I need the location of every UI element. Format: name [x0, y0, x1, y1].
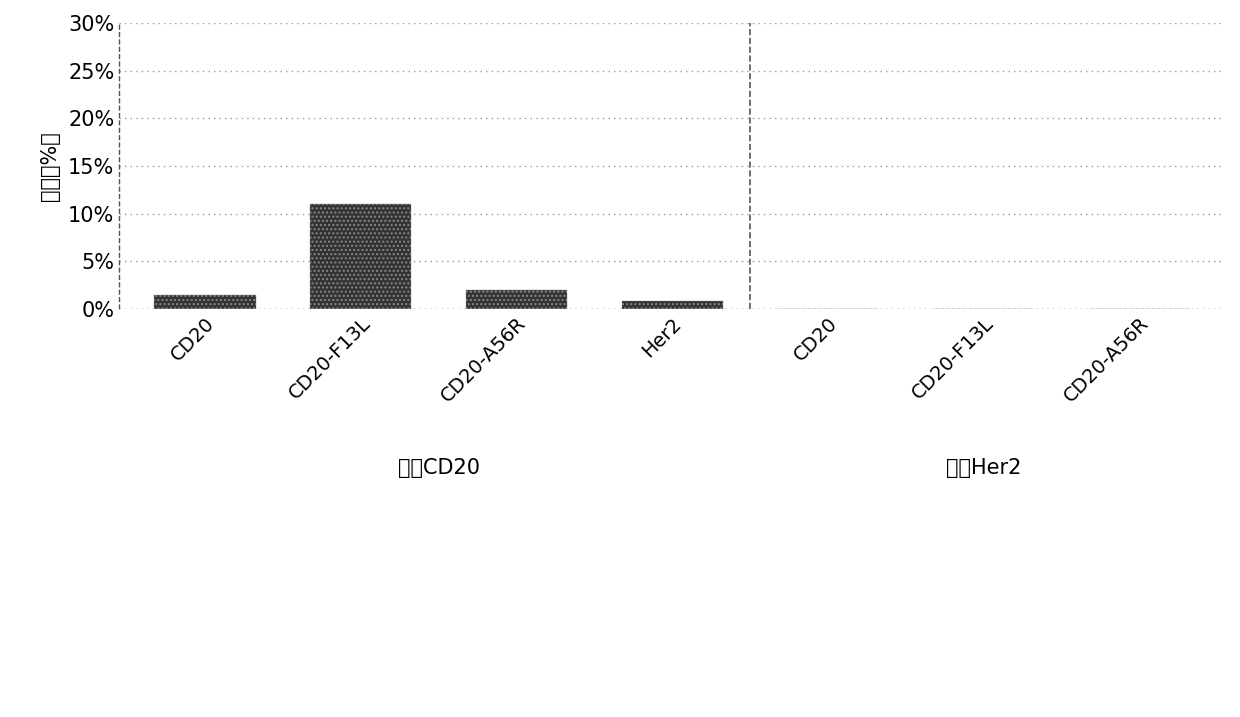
Bar: [466, 290, 567, 309]
Bar: [621, 301, 723, 309]
Bar: [154, 295, 255, 309]
Y-axis label: 结合（%）: 结合（%）: [40, 131, 60, 201]
Bar: [310, 204, 412, 309]
Text: 抗－Her2: 抗－Her2: [946, 457, 1022, 478]
Text: 抗－CD20: 抗－CD20: [398, 457, 480, 478]
